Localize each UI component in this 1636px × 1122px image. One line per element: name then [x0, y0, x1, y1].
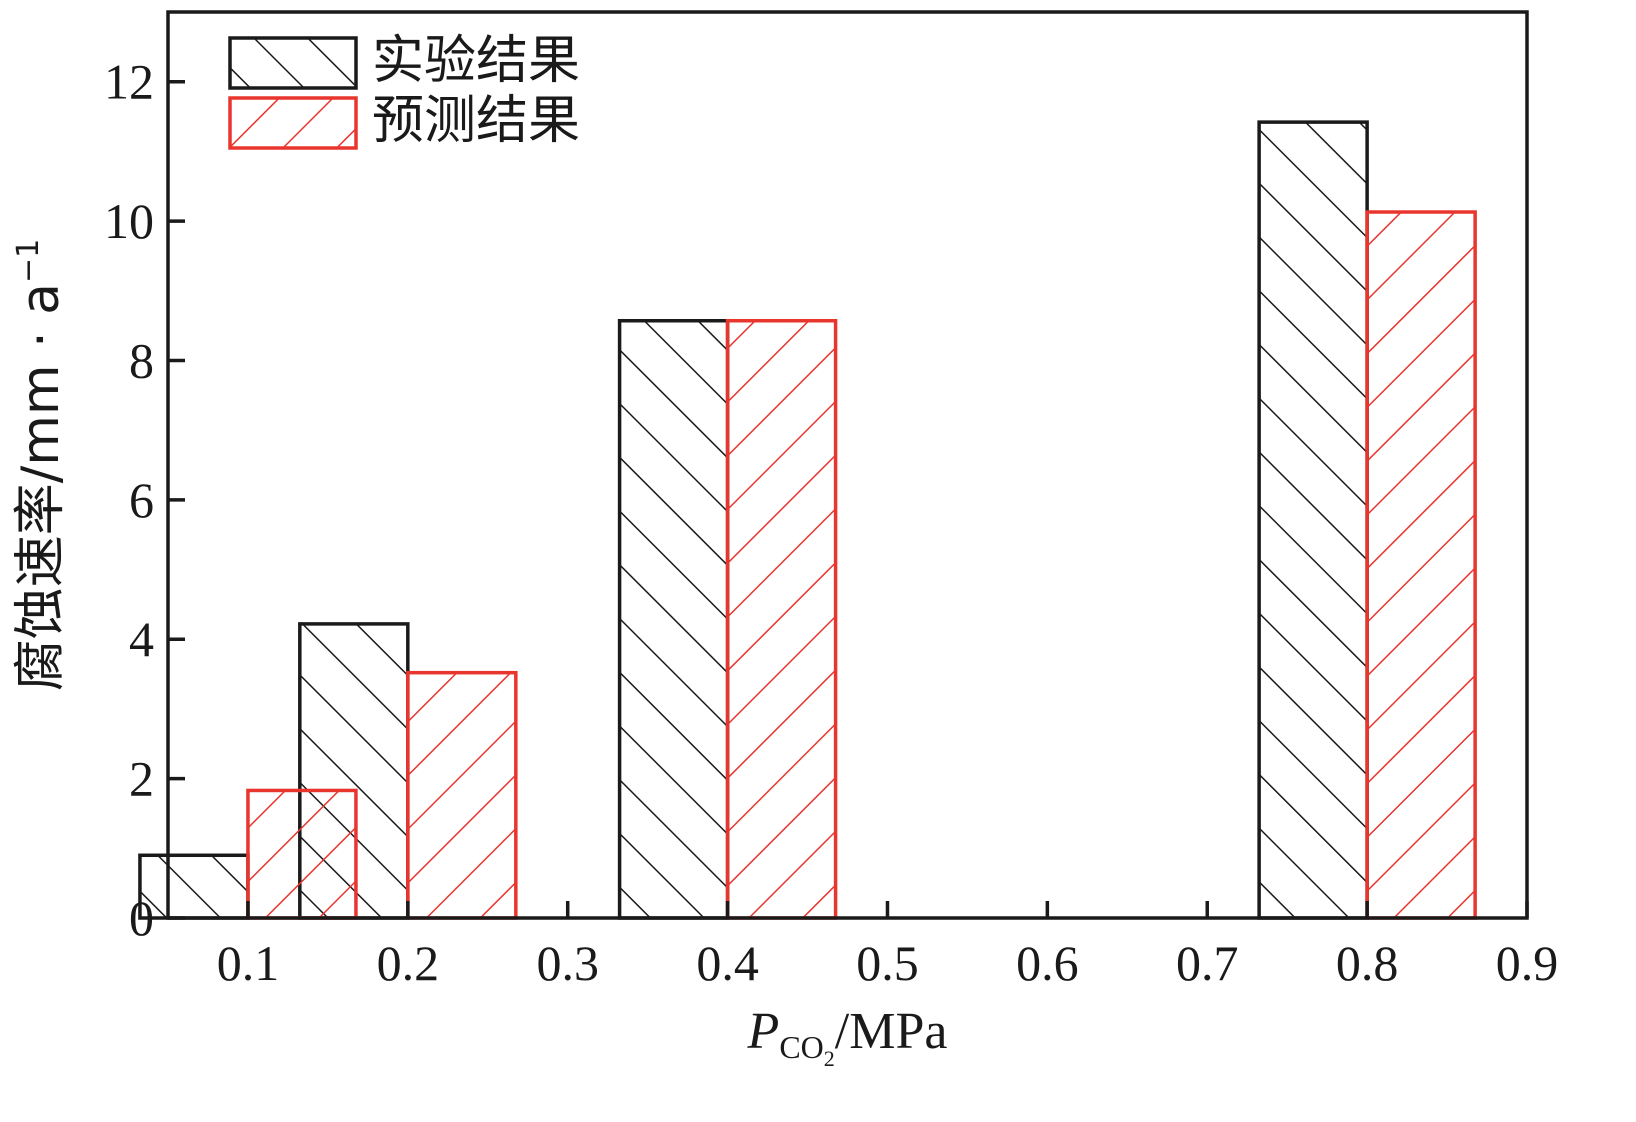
y-axis-title: 腐蚀速率/mm · a−1	[11, 239, 71, 692]
x-axis-title-unit: /MPa	[835, 1003, 948, 1060]
ticks-layer: 0.1 0.2 0.3 0.4 0.5 0.6 0.7 0.8 0.9 0 2 4 6 8 10 12	[104, 54, 1558, 991]
x-tick-label: 0.2	[377, 935, 440, 991]
x-tick-label: 0.3	[536, 935, 599, 991]
x-axis-title-sub-subscript: 2	[824, 1046, 835, 1071]
y-tick-label: 2	[129, 751, 154, 807]
x-axis-title-symbol: P	[747, 1003, 780, 1060]
bar-experimental-3	[1257, 120, 1369, 920]
bar-predicted-1	[406, 670, 518, 920]
x-tick-label: 0.9	[1496, 935, 1559, 991]
y-tick-label: 10	[104, 193, 154, 249]
bar-experimental-2	[617, 318, 730, 920]
x-tick-label: 0.5	[856, 935, 919, 991]
bar-predicted-0	[246, 788, 358, 920]
y-tick-label: 0	[129, 890, 154, 946]
x-tick-label: 0.4	[696, 935, 759, 991]
y-axis-title-superscript: −1	[11, 239, 46, 283]
legend-swatch-experimental	[228, 36, 358, 90]
bar-predicted-3	[1365, 210, 1477, 920]
legend-swatch-predicted	[228, 96, 358, 150]
legend-label-predicted: 预测结果	[372, 91, 580, 151]
y-tick-label: 8	[129, 332, 154, 388]
x-tick-label: 0.1	[217, 935, 280, 991]
y-tick-label: 4	[129, 611, 154, 667]
plot-frame	[166, 10, 1529, 920]
x-tick-label: 0.6	[1016, 935, 1079, 991]
bar-predicted-2	[725, 318, 838, 920]
bar-experimental-0	[138, 853, 250, 920]
y-axis-title-main: 腐蚀速率/mm · a	[11, 283, 71, 691]
x-axis-title: PCO2/MPa	[747, 1003, 948, 1071]
x-axis-title-subscript: CO	[779, 1029, 823, 1065]
y-tick-label: 6	[129, 472, 154, 528]
x-tick-label: 0.7	[1176, 935, 1239, 991]
x-tick-label: 0.8	[1336, 935, 1399, 991]
y-tick-label: 12	[104, 54, 154, 110]
legend: 实验结果 预测结果	[228, 31, 580, 151]
bars-layer	[138, 120, 1477, 920]
legend-label-experimental: 实验结果	[372, 31, 580, 91]
